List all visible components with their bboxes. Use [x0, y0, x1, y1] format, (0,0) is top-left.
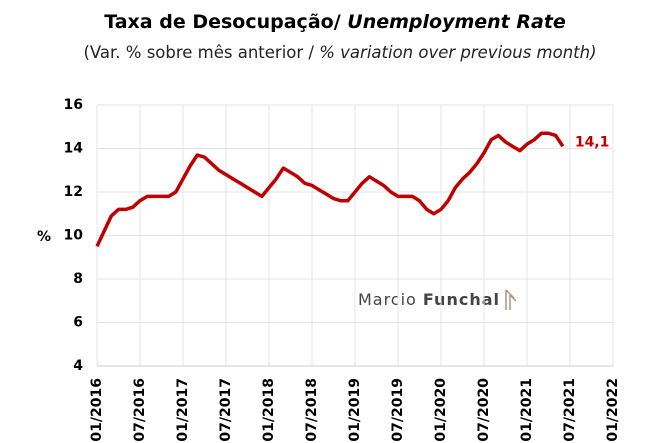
x-tick-label: 01/2017: [175, 378, 191, 442]
watermark-icon: [505, 289, 517, 310]
title-italic: Unemployment Rate: [347, 11, 566, 33]
watermark: Marcio Funchal: [358, 290, 500, 309]
x-tick-label: 01/2016: [89, 378, 105, 442]
x-tick-label: 07/2018: [304, 378, 320, 442]
x-tick-label: 01/2018: [261, 378, 277, 442]
chart-title: Taxa de Desocupação/ Unemployment Rate: [104, 11, 566, 33]
y-tick-label: 14: [64, 141, 84, 157]
y-tick-label: 10: [64, 228, 84, 244]
y-axis-label: %: [37, 229, 51, 245]
y-tick-label: 6: [73, 315, 83, 331]
x-tick-label: 07/2017: [218, 378, 234, 442]
y-tick-label: 12: [64, 184, 83, 200]
x-tick-label: 01/2021: [519, 378, 535, 442]
x-tick-label: 07/2016: [132, 378, 148, 442]
x-tick-label: 07/2020: [476, 378, 492, 442]
y-tick-label: 8: [73, 271, 83, 287]
x-tick-label: 01/2019: [347, 378, 363, 442]
watermark-bold: Funchal: [423, 290, 500, 309]
chart-subtitle: (Var. % sobre mês anterior / % variation…: [83, 43, 596, 62]
last-value-label: 14,1: [575, 134, 610, 150]
data-line: [95, 131, 565, 248]
x-tick-label: 07/2021: [562, 378, 578, 442]
x-tick-label: 01/2022: [605, 378, 621, 442]
watermark-light: Marcio: [358, 290, 417, 309]
x-tick-label: 01/2020: [433, 378, 449, 442]
y-tick-label: 4: [73, 358, 83, 374]
x-tick-label: 07/2019: [390, 378, 406, 442]
subtitle-plain: (Var. % sobre mês anterior /: [83, 43, 314, 62]
title-bold: Taxa de Desocupação/: [104, 11, 340, 33]
y-tick-label: 16: [64, 97, 83, 113]
subtitle-italic: % variation over previous month): [319, 43, 596, 62]
